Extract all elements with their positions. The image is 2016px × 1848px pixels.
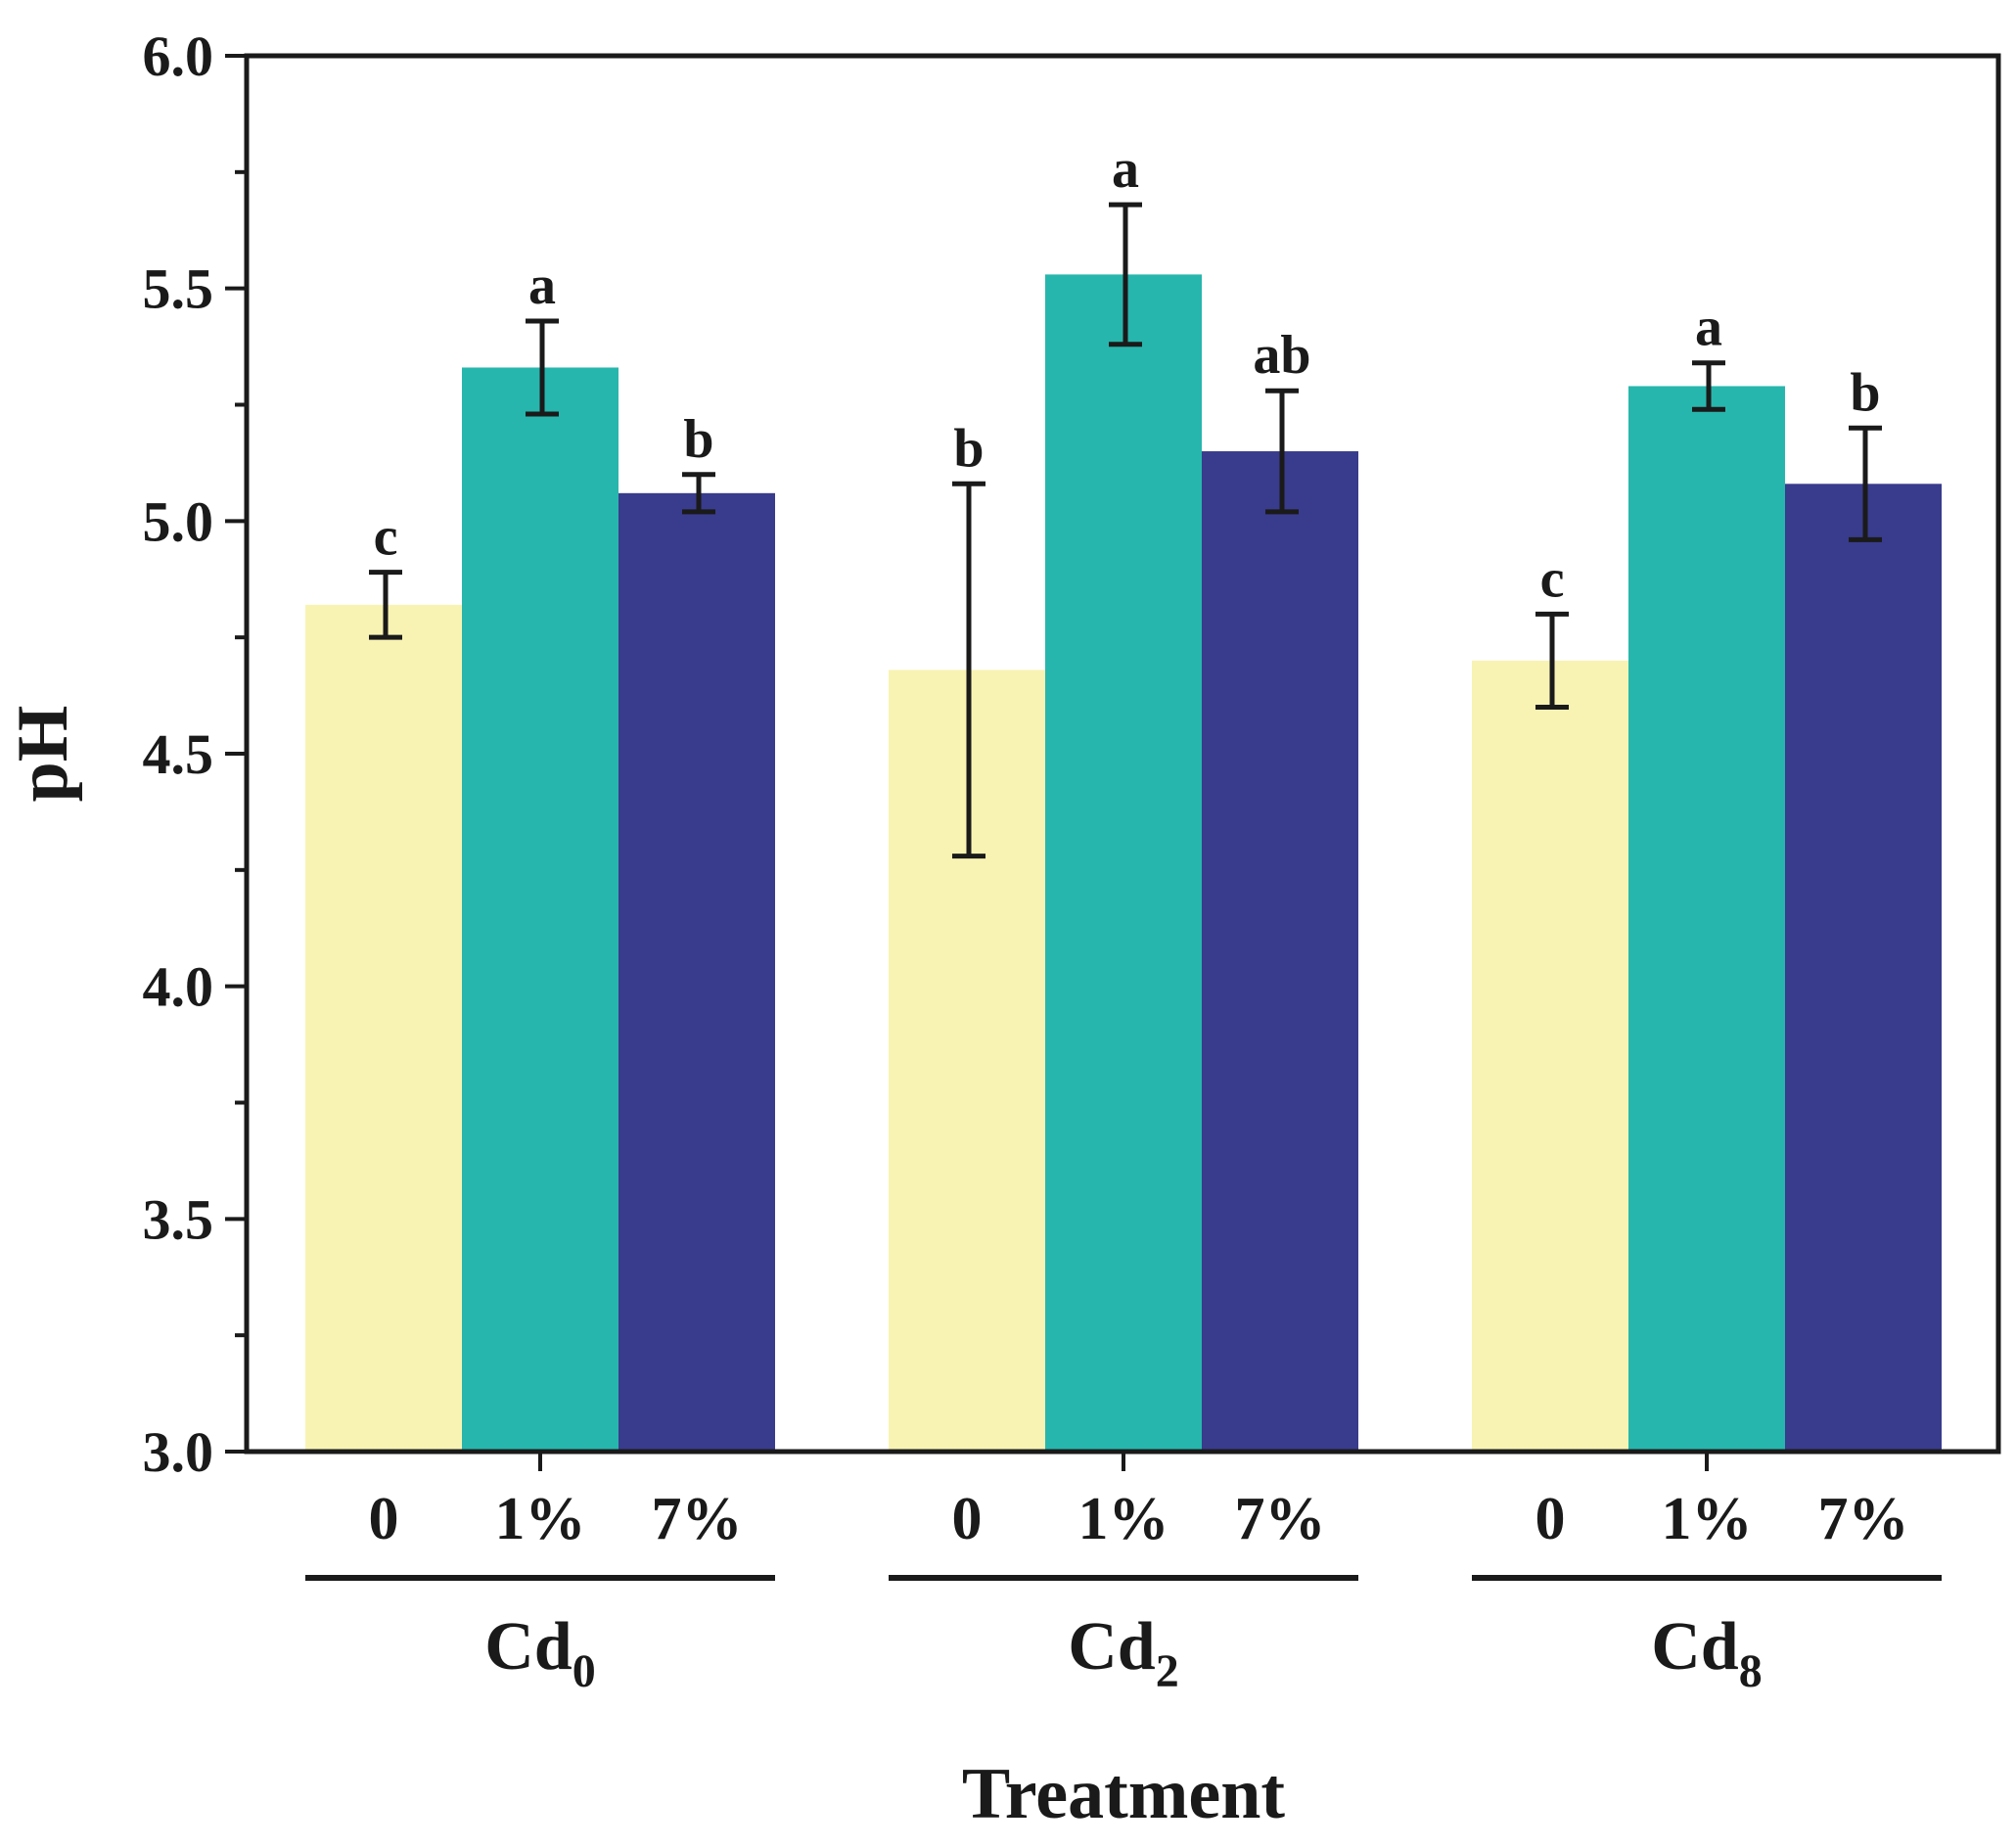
x-axis-title: Treatment bbox=[962, 1754, 1286, 1834]
group-label-3: Cd8 bbox=[1651, 1609, 1762, 1697]
x-tick-label-1-1: 0 bbox=[369, 1486, 399, 1552]
error-bars-layer bbox=[369, 202, 1882, 859]
y-tick-label-7: 6.0 bbox=[143, 24, 214, 88]
bar-1-3 bbox=[619, 492, 775, 1452]
x-tick-label-1-2: 1% bbox=[495, 1486, 586, 1552]
bar-3-2 bbox=[1628, 386, 1785, 1452]
significance-label-2-1: b bbox=[953, 418, 984, 479]
significance-label-1-1: c bbox=[374, 507, 398, 568]
x-labels-layer: 0 1% 7% Cd0 0 1% 7% Cd2 0 1% 7% Cd8 bbox=[305, 1486, 1942, 1697]
significance-label-1-3: b bbox=[683, 409, 713, 470]
significance-label-2-2: a bbox=[1112, 139, 1139, 200]
bar-2-3 bbox=[1202, 451, 1358, 1452]
y-tick-label-3: 4.0 bbox=[143, 955, 214, 1019]
significance-label-3-2: a bbox=[1695, 298, 1722, 358]
significance-label-1-2: a bbox=[528, 255, 556, 316]
y-tick-label-1: 3.0 bbox=[143, 1420, 214, 1484]
y-tick-label-4: 4.5 bbox=[143, 722, 214, 786]
y-tick-label-5: 5.0 bbox=[143, 489, 214, 553]
bar-1-2 bbox=[462, 367, 619, 1452]
y-axis-title: pH bbox=[3, 706, 83, 803]
x-tick-label-3-1: 0 bbox=[1535, 1486, 1566, 1552]
significance-label-3-3: b bbox=[1850, 362, 1880, 423]
group-label-2: Cd2 bbox=[1068, 1609, 1178, 1697]
significance-label-2-3: ab bbox=[1253, 325, 1310, 386]
x-tick-label-3-2: 1% bbox=[1662, 1486, 1753, 1552]
group-label-1: Cd0 bbox=[484, 1609, 595, 1697]
bars-layer bbox=[305, 274, 1942, 1453]
bar-3-1 bbox=[1472, 660, 1628, 1452]
y-tick-label-6: 5.5 bbox=[143, 257, 214, 321]
axes-layer: 3.0 3.5 4.0 4.5 5.0 5.5 6.0 bbox=[143, 24, 2001, 1484]
x-tick-label-1-3: 7% bbox=[652, 1486, 743, 1552]
x-tick-label-2-3: 7% bbox=[1235, 1486, 1326, 1552]
bar-1-1 bbox=[305, 604, 462, 1452]
x-tick-label-2-2: 1% bbox=[1078, 1486, 1169, 1552]
y-tick-label-2: 3.5 bbox=[143, 1187, 214, 1251]
bar-3-3 bbox=[1785, 484, 1942, 1453]
x-tick-label-3-3: 7% bbox=[1818, 1486, 1909, 1552]
significance-label-3-1: c bbox=[1540, 548, 1565, 609]
x-tick-label-2-1: 0 bbox=[952, 1486, 983, 1552]
bar-2-2 bbox=[1045, 274, 1202, 1452]
